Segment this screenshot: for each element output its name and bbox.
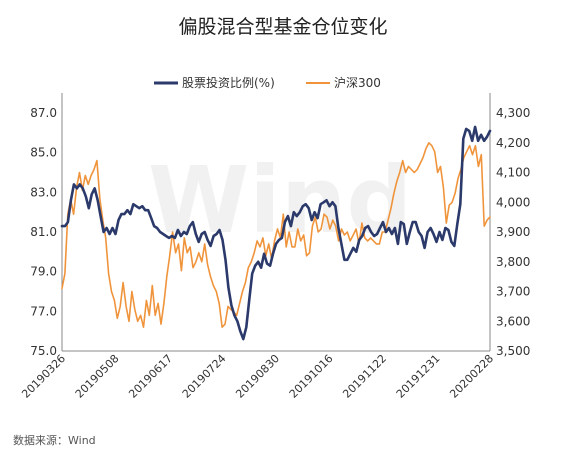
x-tick-label: 20190724	[180, 352, 229, 401]
x-tick-label: 20191231	[394, 352, 443, 401]
x-tick-label: 20191016	[287, 352, 336, 401]
y-right-tick-label: 3,600	[496, 314, 530, 328]
y-right-tick-label: 3,800	[496, 255, 530, 269]
y-left-tick-label: 87.0	[30, 106, 57, 120]
y-right-tick-label: 3,900	[496, 225, 530, 239]
series-line-csi300	[61, 142, 491, 329]
y-left-tick-label: 81.0	[30, 225, 57, 239]
legend-label-stock-ratio: 股票投资比例(%)	[182, 75, 275, 90]
y-left-tick-label: 85.0	[30, 146, 57, 160]
x-tick-label: 20190326	[19, 352, 68, 401]
source-note: 数据来源：Wind	[13, 433, 96, 447]
series-line-stock-ratio	[60, 125, 492, 341]
y-left-tick-label: 83.0	[30, 185, 57, 199]
x-tick-label: 20190617	[126, 352, 175, 401]
y-right-tick-label: 3,500	[496, 344, 530, 358]
y-right-tick-label: 4,300	[496, 106, 530, 120]
x-tick-label: 20190508	[73, 352, 122, 401]
x-tick-label: 20200228	[447, 352, 496, 401]
y-left-tick-label: 77.0	[30, 304, 57, 318]
y-left-tick-label: 75.0	[30, 344, 57, 358]
chart-title: 偏股混合型基金仓位变化	[178, 16, 387, 38]
y-right-tick-label: 4,100	[496, 166, 530, 180]
plot-area: 75.0 77.0 79.0 81.0 83.0 85.0 87.0 3,500 3,600 3,…	[19, 93, 530, 401]
x-tick-label: 20190830	[233, 352, 282, 401]
legend: 股票投资比例(%) 沪深300	[154, 75, 381, 90]
y-right-tick-label: 3,700	[496, 285, 530, 299]
legend-label-csi300: 沪深300	[334, 76, 381, 90]
x-tick-label: 20191122	[340, 352, 389, 401]
y-left-tick-label: 79.0	[30, 265, 57, 279]
y-right-tick-label: 4,200	[496, 136, 530, 150]
y-right-tick-label: 4,000	[496, 195, 530, 209]
